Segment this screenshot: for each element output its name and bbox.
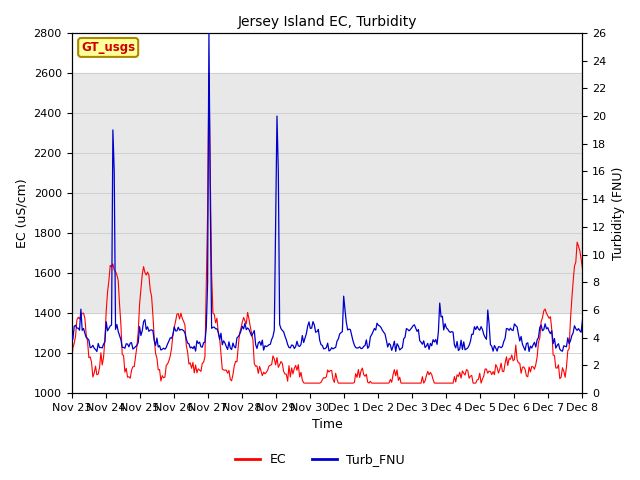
Bar	[72, 73, 582, 313]
Legend: EC, Turb_FNU: EC, Turb_FNU	[230, 448, 410, 471]
Y-axis label: EC (uS/cm): EC (uS/cm)	[15, 178, 28, 248]
Y-axis label: Turbidity (FNU): Turbidity (FNU)	[612, 167, 625, 260]
Title: Jersey Island EC, Turbidity: Jersey Island EC, Turbidity	[237, 15, 417, 29]
Text: GT_usgs: GT_usgs	[81, 41, 135, 54]
X-axis label: Time: Time	[312, 419, 342, 432]
